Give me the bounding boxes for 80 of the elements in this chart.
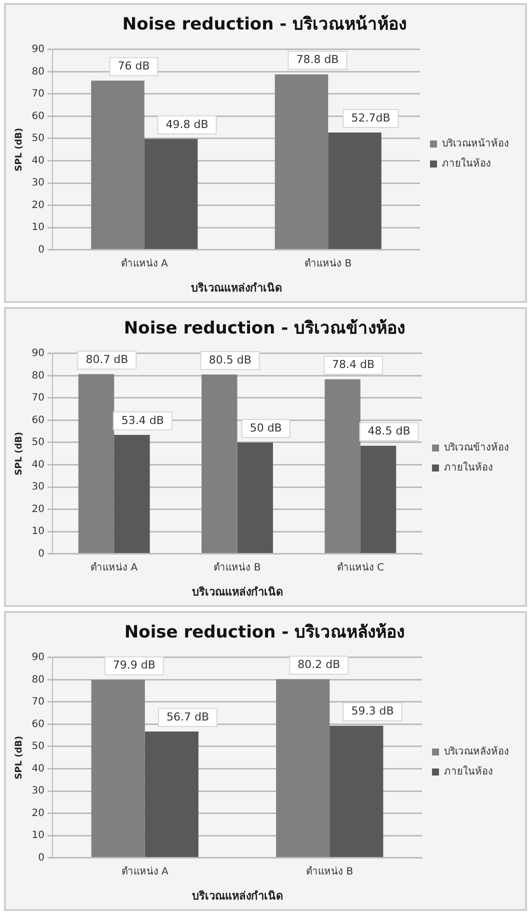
x-tick-label: ตำแหน่ง C: [336, 562, 384, 574]
bar: [91, 80, 144, 250]
data-label: 79.9 dB: [112, 658, 156, 672]
y-tick-label: 10: [32, 526, 45, 538]
y-tick-label: 40: [32, 155, 45, 166]
data-label: 78.8 dB: [296, 53, 339, 66]
bar: [237, 442, 273, 554]
legend-label: บริเวณหน้าห้อง: [442, 138, 509, 150]
y-tick-label: 30: [32, 482, 45, 493]
bar: [276, 679, 330, 858]
bar: [328, 132, 382, 250]
y-tick-label: 20: [32, 504, 45, 515]
y-tick-label: 70: [32, 696, 45, 708]
data-label: 50 dB: [250, 421, 282, 434]
data-label: 48.5 dB: [368, 424, 410, 438]
y-tick-label: 0: [38, 548, 45, 560]
bar: [144, 138, 198, 250]
bar: [91, 680, 145, 858]
y-tick-label: 30: [32, 786, 45, 797]
bar: [274, 74, 328, 250]
y-tick-label: 0: [38, 244, 45, 256]
bar: [324, 379, 360, 554]
y-tick-label: 90: [32, 652, 45, 663]
y-tick-label: 70: [32, 88, 45, 100]
y-tick-label: 60: [32, 110, 45, 122]
legend-label: ภายในห้อง: [444, 766, 493, 778]
bar: [78, 374, 114, 554]
bar: [360, 446, 396, 554]
data-label: 76 dB: [118, 59, 150, 72]
y-tick-label: 70: [32, 392, 45, 404]
chart-title: Noise reduction - บริเวณหลังห้อง: [124, 622, 405, 643]
bar: [202, 374, 238, 554]
legend-label: บริเวณหลังห้อง: [444, 746, 509, 758]
chart-title: Noise reduction - บริเวณข้างห้อง: [124, 318, 406, 339]
bar: [114, 434, 150, 554]
y-tick-label: 90: [32, 44, 45, 55]
bar: [144, 732, 198, 858]
bar: [330, 726, 384, 858]
y-tick-label: 80: [32, 66, 45, 78]
x-axis-title: บริเวณแหล่งกำเนิด: [192, 889, 283, 902]
y-axis-title: SPL (dB): [14, 432, 25, 476]
x-tick-label: ตำแหน่ง B: [306, 866, 354, 878]
data-label: 52.7dB: [351, 111, 390, 124]
chart-title: Noise reduction - บริเวณหน้าห้อง: [122, 14, 407, 35]
y-tick-label: 10: [32, 222, 45, 234]
y-tick-label: 20: [32, 808, 45, 819]
y-tick-label: 0: [38, 852, 45, 864]
data-label: 53.4 dB: [121, 414, 164, 427]
data-label: 56.7 dB: [166, 710, 210, 724]
y-tick-label: 30: [32, 178, 45, 189]
y-tick-label: 50: [32, 437, 45, 448]
data-label: 80.5 dB: [208, 353, 252, 366]
data-label: 78.4 dB: [332, 358, 375, 372]
y-axis-title: SPL (dB): [14, 736, 25, 780]
data-label: 49.8 dB: [166, 118, 208, 131]
x-tick-label: ตำแหน่ง B: [304, 258, 352, 270]
legend-label: ภายในห้อง: [444, 462, 493, 474]
y-axis-title: SPL (dB): [14, 128, 25, 172]
y-tick-label: 40: [32, 763, 45, 774]
y-tick-label: 90: [32, 348, 45, 359]
y-tick-label: 60: [32, 718, 45, 730]
y-tick-label: 40: [32, 459, 45, 470]
y-tick-label: 10: [32, 830, 45, 842]
x-axis-title: บริเวณแหล่งกำเนิด: [192, 585, 283, 598]
x-tick-label: ตำแหน่ง A: [90, 562, 138, 574]
y-tick-label: 80: [32, 370, 45, 382]
data-label: 80.7 dB: [86, 352, 128, 366]
y-tick-label: 80: [32, 674, 45, 686]
y-tick-label: 20: [32, 200, 45, 211]
y-tick-label: 50: [32, 133, 45, 144]
data-label: 80.2 dB: [298, 658, 340, 672]
x-tick-label: ตำแหน่ง A: [121, 866, 169, 878]
data-label: 59.3 dB: [351, 704, 394, 718]
x-tick-label: ตำแหน่ง A: [120, 258, 168, 270]
y-tick-label: 50: [32, 741, 45, 752]
x-axis-title: บริเวณแหล่งกำเนิด: [190, 281, 282, 294]
x-tick-label: ตำแหน่ง B: [214, 562, 261, 574]
legend-label: ภายในห้อง: [442, 158, 491, 170]
legend-label: บริเวณข้างห้อง: [444, 442, 509, 454]
y-tick-label: 60: [32, 414, 45, 426]
